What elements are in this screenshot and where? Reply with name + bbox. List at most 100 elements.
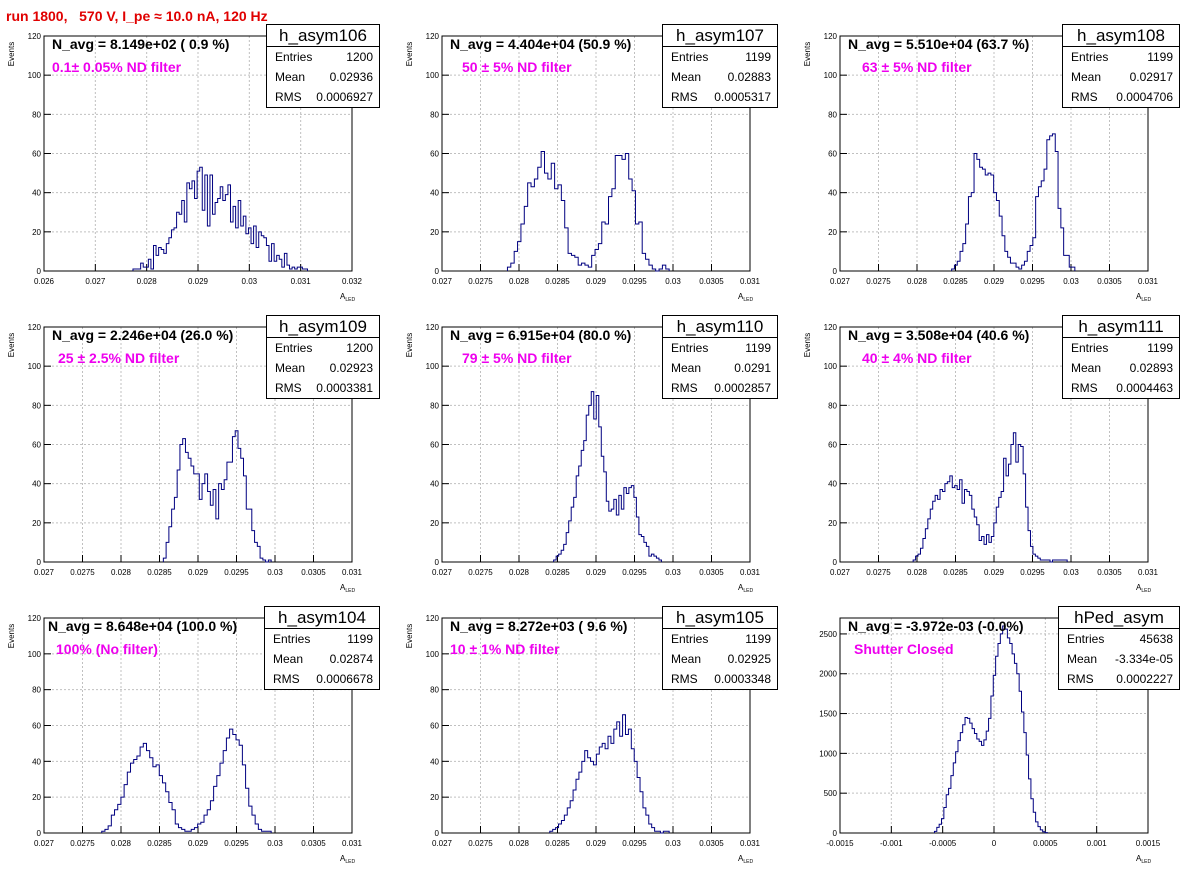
histogram-bin — [974, 733, 976, 833]
x-axis-title: ALED — [1136, 854, 1151, 865]
histogram-bin — [591, 761, 594, 833]
histogram-bin — [183, 439, 186, 562]
histogram-bin — [235, 431, 238, 562]
histogram-bin — [588, 758, 591, 833]
histogram-bin — [548, 179, 551, 271]
histogram-bin — [579, 466, 582, 562]
y-tick-label: 120 — [28, 32, 42, 41]
histogram-bin — [620, 736, 623, 833]
histogram-bin — [982, 169, 985, 271]
histogram-bin — [555, 189, 558, 271]
histogram-bin — [521, 224, 524, 271]
navg-label: N_avg = 8.648e+04 (100.0 %) — [48, 618, 237, 634]
histogram-bin — [571, 255, 574, 271]
y-tick-label: 60 — [828, 150, 837, 159]
histogram-bin — [626, 493, 629, 562]
stats-mean-key: Mean — [1067, 649, 1097, 669]
stats-entries-value: 1200 — [346, 338, 373, 358]
x-tick-label: 0.0285 — [545, 277, 570, 286]
x-tick-label: 0.03 — [242, 277, 258, 286]
y-tick-label: 100 — [426, 71, 440, 80]
y-tick-label: 120 — [824, 323, 838, 332]
histogram-bin — [194, 474, 197, 562]
histogram-bin — [199, 499, 202, 562]
stats-entries-key: Entries — [273, 629, 310, 649]
y-tick-label: 1000 — [819, 749, 837, 758]
x-tick-label: 0.0295 — [224, 839, 249, 848]
stats-rms-key: RMS — [671, 378, 698, 398]
histogram-bin — [514, 251, 517, 271]
y-tick-label: 120 — [28, 614, 42, 623]
x-axis-title: ALED — [340, 854, 355, 865]
histogram-bin — [137, 756, 140, 833]
x-tick-label: 0.029 — [188, 839, 209, 848]
histogram-bin — [538, 167, 541, 271]
histogram-bin — [191, 466, 194, 562]
histogram-bin — [599, 747, 602, 833]
x-tick-label: 0.0275 — [468, 568, 493, 577]
histogram-bin — [150, 758, 153, 833]
stats-rms-key: RMS — [273, 669, 300, 689]
histogram-bin — [602, 743, 605, 833]
histogram-bin — [246, 234, 249, 271]
histogram-bin — [605, 749, 608, 833]
x-tick-label: 0.0295 — [622, 277, 647, 286]
x-tick-label: 0.028 — [509, 568, 530, 577]
histogram-bin — [998, 643, 1000, 833]
x-tick-label: 0.032 — [342, 277, 363, 286]
x-tick-label: 0.031 — [342, 568, 363, 577]
histogram-bin — [635, 224, 638, 271]
x-tick-label: 0.031 — [740, 277, 761, 286]
histogram-bin — [507, 267, 510, 271]
stats-mean-value: -3.334e-05 — [1115, 649, 1173, 669]
stats-rms-key: RMS — [1071, 378, 1098, 398]
x-tick-label: 0.027 — [830, 568, 851, 577]
histogram-bin — [611, 509, 614, 562]
stats-entries-key: Entries — [1067, 629, 1104, 649]
filter-label: 100% (No filter) — [56, 641, 158, 657]
navg-label: N_avg = -3.972e-03 (-0.0%) — [848, 618, 1023, 634]
x-tick-label: 0.03 — [267, 839, 283, 848]
stats-mean-value: 0.02936 — [330, 67, 373, 87]
histogram-bin — [241, 226, 244, 271]
x-tick-label: 0.026 — [34, 277, 55, 286]
stats-mean-key: Mean — [273, 649, 303, 669]
stats-entries-key: Entries — [275, 47, 312, 67]
y-axis-title: Events — [7, 42, 16, 66]
histogram-bin — [558, 185, 561, 271]
y-tick-label: 100 — [28, 71, 42, 80]
histogram-bin — [989, 718, 991, 833]
stats-histogram-name: hPed_asym — [1059, 607, 1179, 629]
x-tick-label: 0.028 — [509, 277, 530, 286]
stats-mean-key: Mean — [1071, 67, 1101, 87]
x-tick-label: 0.029 — [586, 839, 607, 848]
histogram-bin — [1001, 492, 1003, 563]
histogram-bin — [528, 183, 531, 271]
histogram-bin — [282, 267, 285, 271]
y-tick-label: 60 — [828, 441, 837, 450]
stats-mean-value: 0.02925 — [728, 649, 771, 669]
histogram-bin — [189, 189, 192, 271]
x-axis-title: ALED — [738, 292, 753, 303]
stats-rms-key: RMS — [275, 87, 302, 107]
y-tick-label: 40 — [828, 189, 837, 198]
x-tick-label: 0.03 — [1063, 277, 1079, 286]
y-tick-label: 80 — [32, 401, 41, 410]
navg-label: N_avg = 5.510e+04 (63.7 %) — [848, 36, 1029, 52]
x-tick-label: 0.027 — [432, 568, 453, 577]
histogram-bin — [223, 201, 226, 272]
stats-histogram-name: h_asym110 — [663, 316, 777, 338]
stats-rms-value: 0.0006927 — [316, 87, 373, 107]
histogram-bin — [957, 490, 959, 562]
histogram-bin — [611, 743, 614, 833]
histogram-bin — [977, 159, 980, 271]
stats-rms-value: 0.0003381 — [316, 378, 373, 398]
x-tick-label: 0.03 — [267, 568, 283, 577]
y-axis-title: Events — [405, 333, 414, 357]
stats-mean-value: 0.02883 — [728, 67, 771, 87]
x-tick-label: 0.027 — [432, 839, 453, 848]
